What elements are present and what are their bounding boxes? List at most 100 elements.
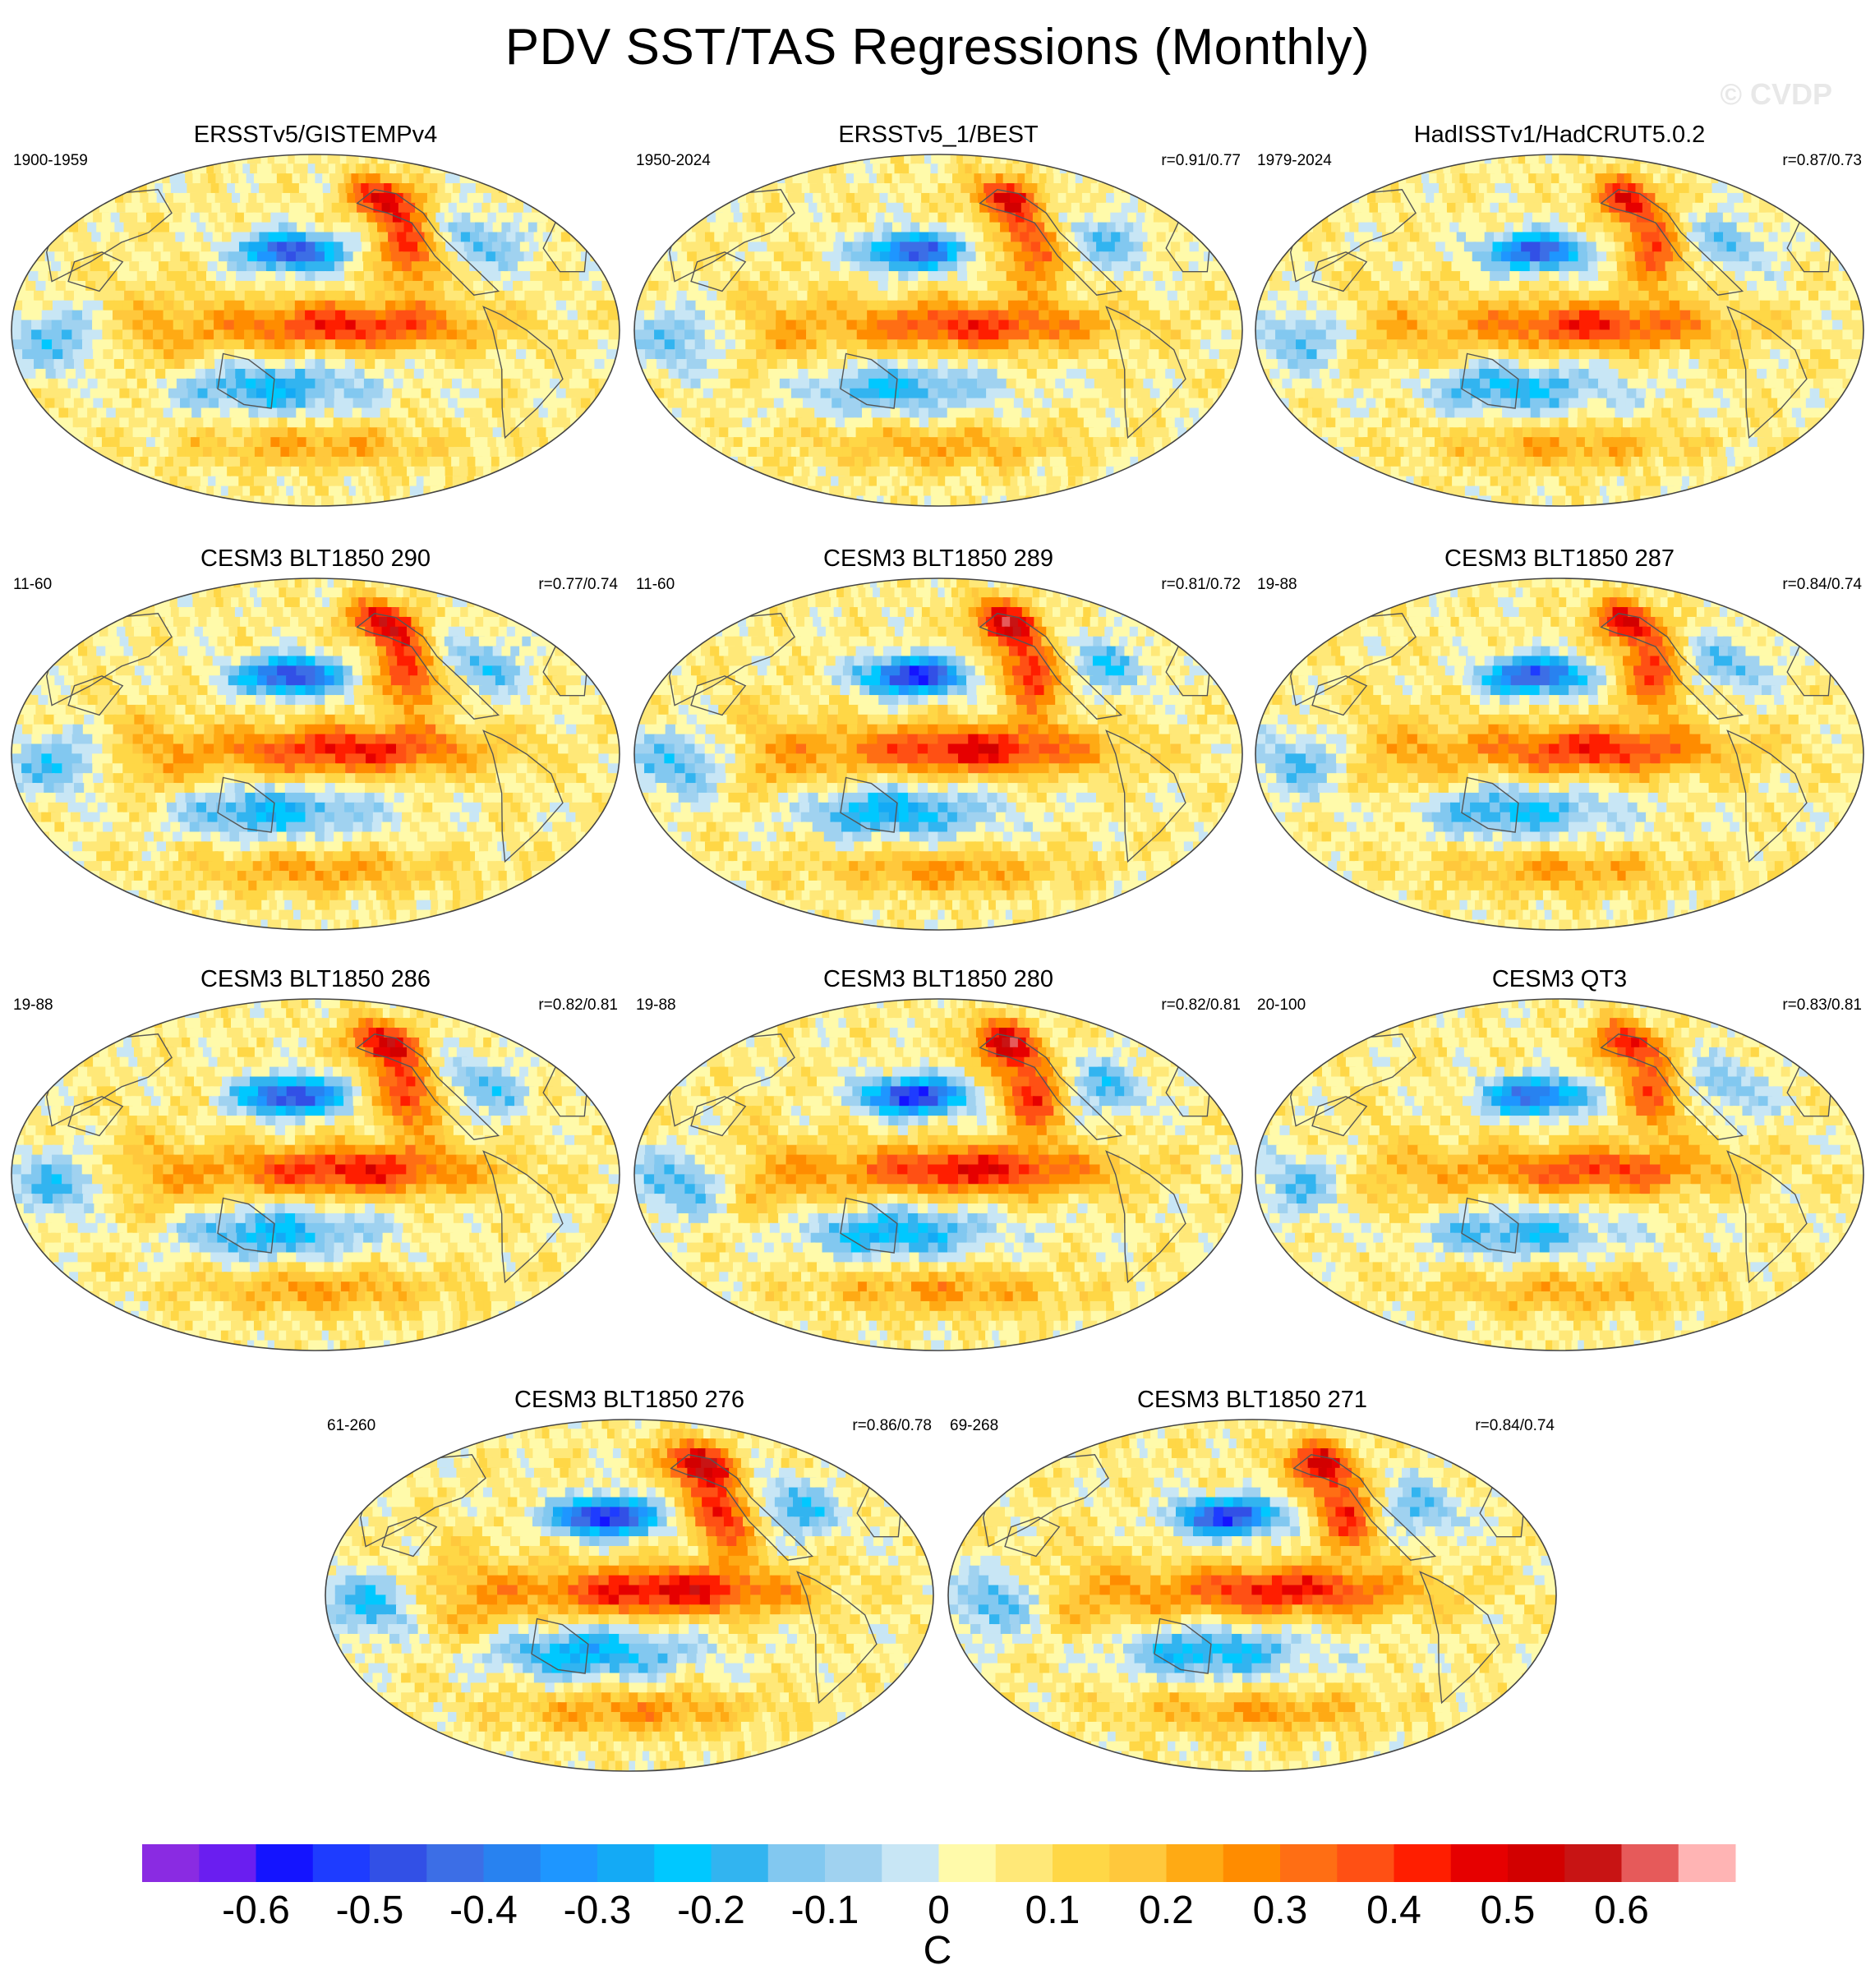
- colorbar-tick-label: -0.1: [791, 1889, 859, 1932]
- colorbar-tick-label: 0.3: [1253, 1889, 1308, 1932]
- map-border: [633, 998, 1243, 1351]
- map-field: [1255, 999, 1863, 1351]
- map-field: [634, 154, 1242, 506]
- colorbar-cell: [370, 1844, 427, 1882]
- panel-correlation: r=0.77/0.74: [538, 576, 618, 594]
- watermark: © CVDP: [1720, 77, 1832, 112]
- coastline: [670, 1454, 814, 1561]
- map-field: [634, 578, 1242, 930]
- colorbar-cell: [540, 1844, 598, 1882]
- colorbar-tick-label: 0.2: [1139, 1889, 1194, 1932]
- coastlines: [1289, 1033, 1832, 1284]
- coastline: [1726, 306, 1808, 439]
- colorbar-cell: [312, 1844, 371, 1882]
- world-map-icon: [947, 1419, 1557, 1772]
- map-field: [325, 1420, 933, 1771]
- coastline: [482, 1150, 564, 1284]
- coastline: [1311, 675, 1368, 716]
- panel-title: CESM3 BLT1850 287: [1254, 545, 1865, 573]
- coastline: [217, 776, 275, 833]
- panel-years: 1979-2024: [1257, 152, 1332, 170]
- coastline: [531, 1618, 589, 1674]
- coastline: [1461, 1197, 1519, 1254]
- map-field: [634, 999, 1242, 1351]
- colorbar-tick-label: 0.5: [1481, 1889, 1536, 1932]
- coastline: [217, 352, 275, 409]
- map-panel-11: CESM3 BLT1850 271 69-268 r=0.84/0.74: [947, 1387, 1558, 1773]
- coastline: [217, 1197, 275, 1254]
- colorbar-cell: [199, 1844, 256, 1882]
- map-panel-2: ERSSTv5_1/BEST 1950-2024 r=0.91/0.77: [633, 122, 1244, 508]
- coastline: [67, 675, 124, 716]
- colorbar-cell: [654, 1844, 712, 1882]
- colorbar-cell: [1166, 1844, 1224, 1882]
- map-border: [11, 154, 620, 507]
- panel-title: ERSSTv5/GISTEMPv4: [10, 122, 621, 149]
- panel-years: 11-60: [636, 576, 675, 594]
- coastline: [1154, 1618, 1212, 1674]
- panel-correlation: r=0.82/0.81: [1161, 996, 1241, 1015]
- coastline: [840, 776, 898, 833]
- colorbar-tick-label: -0.2: [677, 1889, 745, 1932]
- colorbar-cell: [483, 1844, 541, 1882]
- coastline: [979, 189, 1123, 296]
- colorbar-cell: [1678, 1844, 1736, 1882]
- map-panel-8: CESM3 BLT1850 280 19-88 r=0.82/0.81: [633, 966, 1244, 1352]
- colorbar-tick-label: -0.5: [336, 1889, 404, 1932]
- colorbar-cell: [882, 1844, 939, 1882]
- colorbar-cell: [1280, 1844, 1338, 1882]
- world-map-icon: [11, 154, 620, 507]
- panel-correlation: r=0.84/0.74: [1475, 1417, 1555, 1435]
- panel-years: 19-88: [1257, 576, 1297, 594]
- panel-title: CESM3 QT3: [1254, 966, 1865, 993]
- colorbar-cell: [1223, 1844, 1281, 1882]
- coastline: [1105, 729, 1186, 863]
- world-map-icon: [1255, 154, 1864, 507]
- map-field: [12, 999, 620, 1351]
- panel-years: 20-100: [1257, 996, 1306, 1015]
- colorbar-tick-label: 0.6: [1594, 1889, 1649, 1932]
- map-border: [633, 578, 1243, 931]
- map-panel-7: CESM3 BLT1850 286 19-88 r=0.82/0.81: [10, 966, 621, 1352]
- panel-years: 61-260: [327, 1417, 375, 1435]
- coastline: [1600, 189, 1744, 296]
- coastline: [1461, 776, 1519, 833]
- coastline: [1105, 1150, 1186, 1284]
- coastlines: [45, 189, 588, 439]
- map-panel-9: CESM3 QT3 20-100 r=0.83/0.81: [1254, 966, 1865, 1352]
- coastline: [1600, 1033, 1744, 1140]
- map-field: [12, 578, 620, 930]
- map-border: [1255, 578, 1864, 931]
- colorbar-cell: [1508, 1844, 1565, 1882]
- coastline: [690, 675, 747, 716]
- world-map-icon: [11, 998, 620, 1351]
- panel-years: 19-88: [13, 996, 53, 1015]
- coastline: [482, 729, 564, 863]
- panel-years: 1950-2024: [636, 152, 711, 170]
- map-border: [325, 1419, 934, 1772]
- coastline: [1311, 1096, 1368, 1137]
- colorbar-tick-label: -0.4: [449, 1889, 518, 1932]
- coastline: [796, 1571, 878, 1705]
- colorbar-cell: [1621, 1844, 1679, 1882]
- colorbar-cell: [1337, 1844, 1394, 1882]
- panel-correlation: r=0.91/0.77: [1161, 152, 1241, 170]
- coastline: [67, 251, 124, 292]
- panel-title: CESM3 BLT1850 289: [633, 545, 1244, 573]
- colorbar-cell: [1109, 1844, 1167, 1882]
- panel-title: CESM3 BLT1850 286: [10, 966, 621, 993]
- map-panel-3: HadISSTv1/HadCRUT5.0.2 1979-2024 r=0.87/…: [1254, 122, 1865, 508]
- colorbar-cell: [711, 1844, 769, 1882]
- map-panel-5: CESM3 BLT1850 289 11-60 r=0.81/0.72: [633, 545, 1244, 932]
- colorbar-cell: [256, 1844, 314, 1882]
- panel-title: CESM3 BLT1850 271: [947, 1387, 1558, 1414]
- map-field: [12, 154, 620, 506]
- coastline: [356, 613, 500, 720]
- panel-title: CESM3 BLT1850 280: [633, 966, 1244, 993]
- colorbar-cell: [1450, 1844, 1509, 1882]
- colorbar-tick-label: 0: [928, 1889, 950, 1932]
- map-border: [1255, 154, 1864, 507]
- coastline: [840, 1197, 898, 1254]
- coastline: [381, 1516, 438, 1558]
- panel-correlation: r=0.83/0.81: [1782, 996, 1862, 1015]
